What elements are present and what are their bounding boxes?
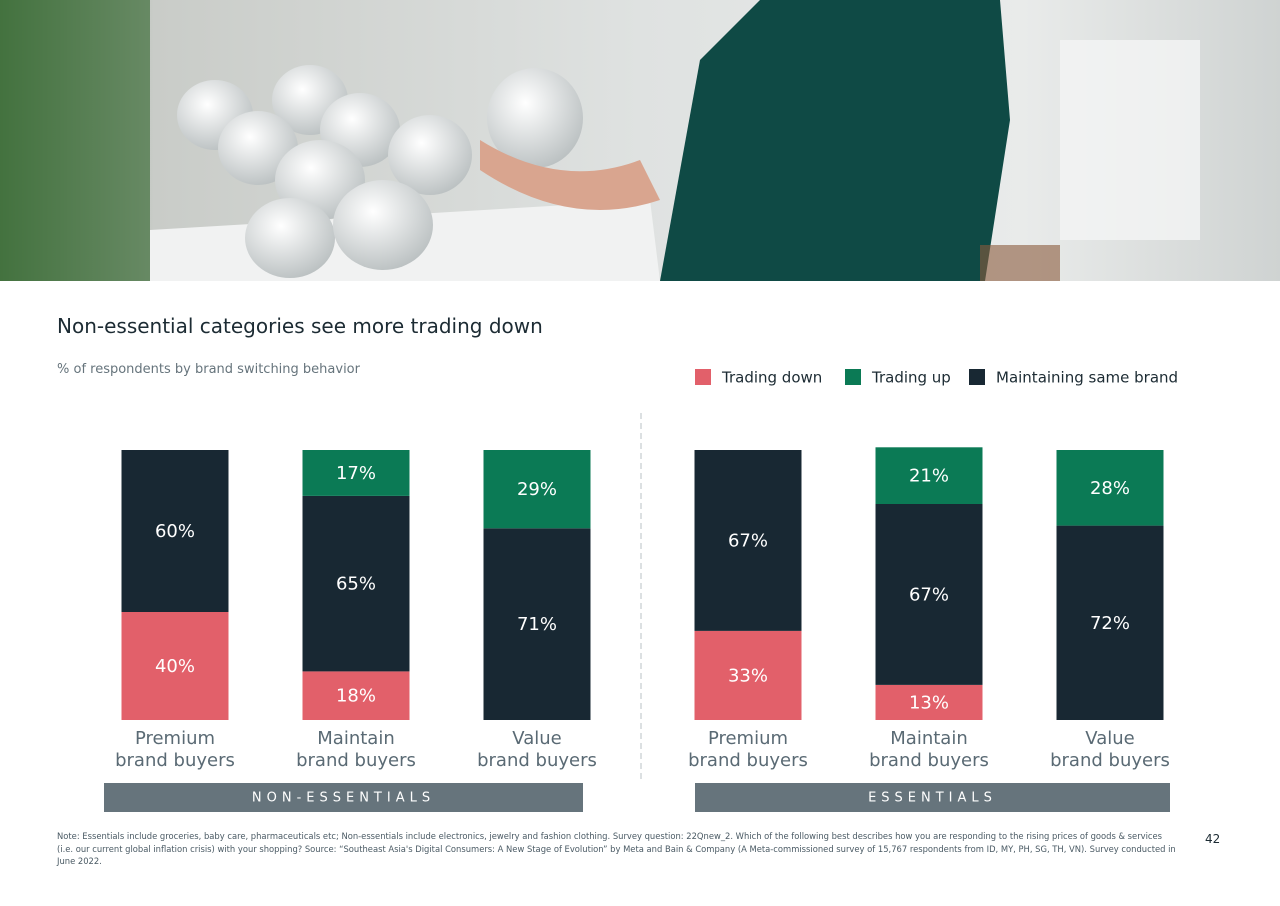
- legend-label: Maintaining same brand: [996, 369, 1178, 387]
- legend-swatch: [969, 369, 985, 385]
- group-band: [104, 783, 583, 812]
- group-label: NON-ESSENTIALS: [252, 791, 435, 806]
- bar-segment: [483, 450, 591, 529]
- bar-segment: [302, 495, 410, 672]
- value-label: 72%: [1090, 613, 1130, 634]
- group-band: [695, 783, 1170, 812]
- value-label: 71%: [517, 614, 557, 635]
- bar-segment: [694, 450, 802, 631]
- legend-label: Trading up: [871, 369, 951, 387]
- value-label: 21%: [909, 466, 949, 487]
- value-label: 18%: [336, 686, 376, 707]
- value-label: 65%: [336, 574, 376, 595]
- value-label: 28%: [1090, 478, 1130, 499]
- chart-title: Non-essential categories see more tradin…: [57, 314, 543, 338]
- category-label: Maintain brand buyers: [296, 728, 416, 771]
- category-label: Value brand buyers: [1050, 728, 1170, 771]
- bar-segment: [121, 612, 229, 720]
- value-label: 67%: [909, 584, 949, 605]
- bar-segment: [875, 504, 983, 685]
- chart-subtitle: % of respondents by brand switching beha…: [57, 362, 360, 377]
- bar-segment: [1056, 525, 1164, 720]
- bar-segment: [302, 671, 410, 720]
- category-label: Premium brand buyers: [115, 728, 235, 771]
- legend-swatch: [695, 369, 711, 385]
- bar-segment: [121, 450, 229, 612]
- value-label: 33%: [728, 665, 768, 686]
- page-number: 42: [1205, 832, 1221, 846]
- legend-swatch: [845, 369, 861, 385]
- bar-segment: [302, 450, 410, 496]
- category-label: Value brand buyers: [477, 728, 597, 771]
- bar-segment: [483, 528, 591, 720]
- category-label: Premium brand buyers: [688, 728, 808, 771]
- value-label: 40%: [155, 656, 195, 677]
- value-label: 17%: [336, 463, 376, 484]
- group-label: ESSENTIALS: [868, 791, 997, 806]
- bar-segment: [1056, 450, 1164, 526]
- legend-label: Trading down: [721, 369, 822, 387]
- bar-segment: [694, 630, 802, 720]
- footnote: Note: Essentials include groceries, baby…: [57, 831, 1176, 866]
- category-label: Maintain brand buyers: [869, 728, 989, 771]
- value-label: 60%: [155, 521, 195, 542]
- bar-segment: [875, 684, 983, 720]
- bar-segment: [875, 447, 983, 504]
- value-label: 13%: [909, 692, 949, 713]
- value-label: 29%: [517, 479, 557, 500]
- photo: [0, 0, 1280, 281]
- value-label: 67%: [728, 530, 768, 551]
